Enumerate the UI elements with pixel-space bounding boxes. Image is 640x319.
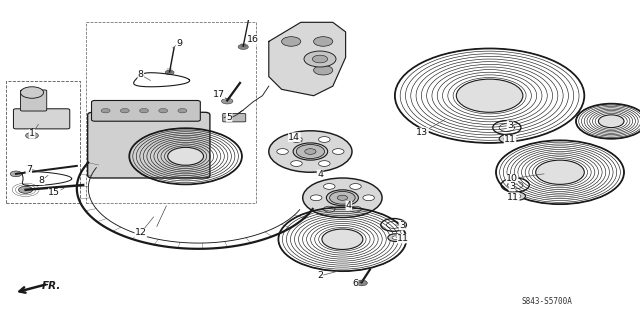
Text: 4: 4 xyxy=(317,170,323,179)
Circle shape xyxy=(333,149,344,154)
Text: 9: 9 xyxy=(176,39,182,48)
Circle shape xyxy=(322,229,363,249)
Circle shape xyxy=(178,108,187,113)
Text: 2: 2 xyxy=(317,271,323,280)
Circle shape xyxy=(536,160,584,184)
Text: 5: 5 xyxy=(226,113,232,122)
Circle shape xyxy=(159,108,168,113)
Circle shape xyxy=(304,51,336,67)
Circle shape xyxy=(269,131,352,172)
Text: 1: 1 xyxy=(29,130,35,138)
Circle shape xyxy=(26,132,38,139)
Text: 3: 3 xyxy=(399,221,405,230)
Circle shape xyxy=(509,192,525,200)
Circle shape xyxy=(349,206,361,212)
Circle shape xyxy=(310,195,322,201)
Text: 15: 15 xyxy=(49,189,60,197)
Text: 11: 11 xyxy=(504,135,516,144)
Circle shape xyxy=(296,145,324,159)
Bar xyxy=(86,22,256,203)
Circle shape xyxy=(291,161,302,167)
Circle shape xyxy=(326,190,358,206)
Text: 12: 12 xyxy=(135,228,147,237)
Circle shape xyxy=(168,147,204,165)
Polygon shape xyxy=(269,22,346,96)
Text: 11: 11 xyxy=(397,234,409,243)
Text: 7: 7 xyxy=(26,165,32,174)
Circle shape xyxy=(319,137,330,142)
Text: 17: 17 xyxy=(213,90,225,99)
Text: 8: 8 xyxy=(138,70,144,79)
Text: 11: 11 xyxy=(508,193,519,202)
Text: 3: 3 xyxy=(507,121,513,130)
Circle shape xyxy=(20,87,44,98)
Circle shape xyxy=(363,195,374,201)
Circle shape xyxy=(140,108,148,113)
Circle shape xyxy=(303,178,382,218)
Text: 8: 8 xyxy=(38,176,45,185)
Circle shape xyxy=(324,183,335,189)
Circle shape xyxy=(10,171,22,177)
Circle shape xyxy=(349,183,361,189)
Circle shape xyxy=(120,108,129,113)
Circle shape xyxy=(319,161,330,167)
Circle shape xyxy=(388,234,403,241)
Text: 10: 10 xyxy=(506,174,518,183)
FancyBboxPatch shape xyxy=(223,114,246,122)
Text: 6: 6 xyxy=(352,279,358,288)
Circle shape xyxy=(314,37,333,46)
FancyBboxPatch shape xyxy=(20,90,47,111)
Text: FR.: FR. xyxy=(42,281,61,291)
Circle shape xyxy=(282,37,301,46)
Text: 13: 13 xyxy=(417,128,428,137)
Circle shape xyxy=(598,115,624,128)
Circle shape xyxy=(291,137,302,142)
Circle shape xyxy=(392,236,399,239)
Circle shape xyxy=(314,65,333,75)
FancyBboxPatch shape xyxy=(13,109,70,129)
Text: S843-S5700A: S843-S5700A xyxy=(522,297,573,306)
Circle shape xyxy=(276,149,288,154)
Circle shape xyxy=(456,79,523,112)
Circle shape xyxy=(293,143,328,160)
FancyBboxPatch shape xyxy=(92,100,200,121)
Text: 3: 3 xyxy=(509,182,515,191)
Circle shape xyxy=(312,55,328,63)
Circle shape xyxy=(513,194,521,198)
Circle shape xyxy=(356,280,367,286)
Bar xyxy=(6,81,80,203)
Circle shape xyxy=(101,108,110,113)
Text: 4: 4 xyxy=(346,201,352,210)
Circle shape xyxy=(330,191,355,204)
Circle shape xyxy=(504,137,511,141)
Circle shape xyxy=(165,70,174,75)
Circle shape xyxy=(337,195,348,200)
Text: 16: 16 xyxy=(247,35,259,44)
FancyBboxPatch shape xyxy=(88,112,210,178)
Circle shape xyxy=(221,98,233,104)
Text: 14: 14 xyxy=(289,133,300,142)
Circle shape xyxy=(499,135,516,143)
Circle shape xyxy=(19,186,33,193)
Circle shape xyxy=(324,206,335,212)
Circle shape xyxy=(238,44,248,49)
Circle shape xyxy=(305,149,316,154)
